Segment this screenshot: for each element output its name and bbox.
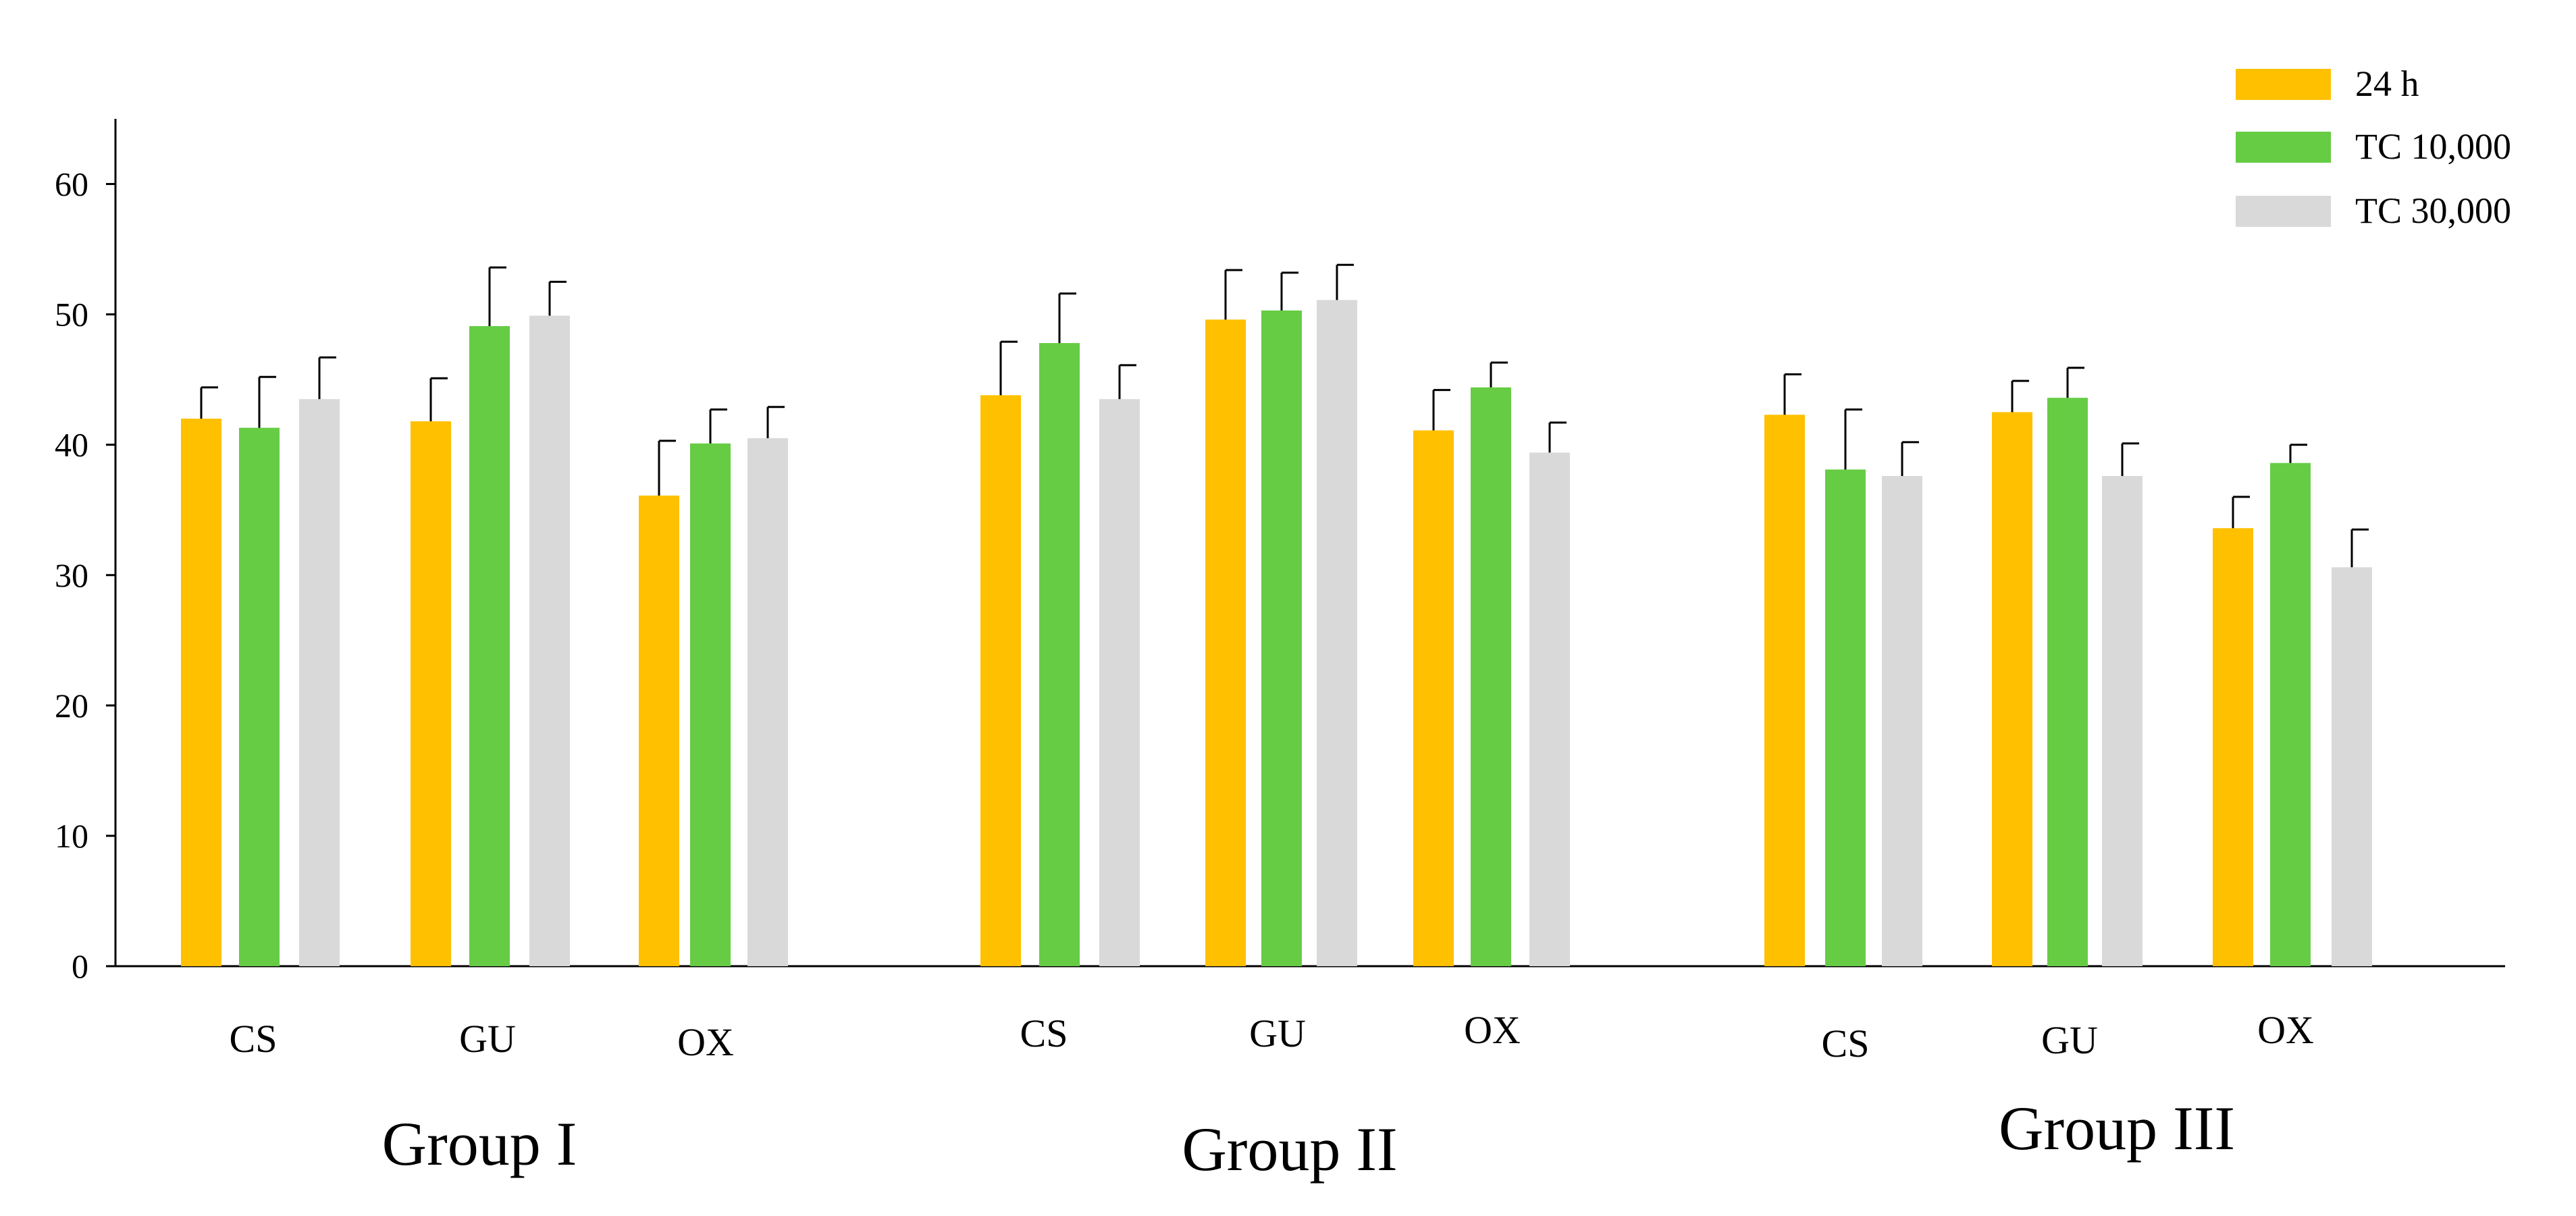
bar [411, 421, 451, 966]
bar [1882, 476, 1922, 966]
y-tick-label: 0 [72, 947, 88, 985]
bar [1825, 469, 1866, 966]
bar [2270, 462, 2311, 966]
bar [1261, 310, 1302, 966]
category-label: GU [2041, 1018, 2098, 1062]
bar [1099, 399, 1140, 966]
legend-swatch [2236, 132, 2331, 163]
y-tick-label: 20 [55, 687, 88, 724]
bar [299, 399, 340, 966]
bar [2332, 567, 2372, 966]
y-tick-label: 40 [55, 426, 88, 464]
bar [529, 315, 570, 966]
y-tick-label: 50 [55, 296, 88, 334]
bar [1205, 319, 1246, 966]
bar [1471, 387, 1511, 966]
bar [2213, 528, 2253, 966]
group-label: Group III [1999, 1094, 2235, 1163]
bar [181, 419, 221, 966]
bar [1039, 343, 1080, 967]
legend: 24 h TC 10,000 TC 30,000 [2236, 63, 2511, 231]
bar [469, 325, 510, 966]
category-label: OX [2257, 1008, 2314, 1052]
bar [1413, 430, 1454, 966]
category-label: GU [459, 1017, 516, 1061]
legend-label: TC 30,000 [2355, 190, 2511, 231]
category-label: OX [1464, 1008, 1521, 1052]
bar [747, 438, 788, 966]
bar [2047, 398, 2088, 966]
y-tick-label: 10 [55, 817, 88, 855]
y-tick-label: 60 [55, 165, 88, 203]
category-labels: CS CS CS GU GU GU OX OX OX Group I Group II Group I… [230, 1008, 2314, 1184]
bars [181, 263, 2372, 967]
y-tick-label: 30 [55, 556, 88, 594]
bar [690, 443, 731, 966]
bar [239, 427, 280, 966]
group-label: Group II [1182, 1115, 1397, 1184]
bar [1317, 300, 1357, 966]
y-axis: 0 10 20 30 40 50 60 [55, 119, 2505, 985]
category-label: CS [1822, 1022, 1870, 1065]
legend-label: TC 10,000 [2355, 126, 2511, 167]
category-label: GU [1249, 1011, 1306, 1055]
bar [1764, 415, 1805, 966]
legend-label: 24 h [2355, 63, 2419, 104]
category-label: CS [230, 1017, 278, 1061]
bar [1992, 412, 2032, 966]
bar [639, 495, 679, 966]
legend-swatch [2236, 196, 2331, 227]
bar [2102, 476, 2143, 966]
category-label: CS [1020, 1011, 1068, 1055]
bar [980, 395, 1021, 966]
category-label: OX [677, 1020, 734, 1064]
legend-swatch [2236, 69, 2331, 100]
bar [1529, 452, 1570, 966]
group-label: Group I [382, 1109, 577, 1178]
